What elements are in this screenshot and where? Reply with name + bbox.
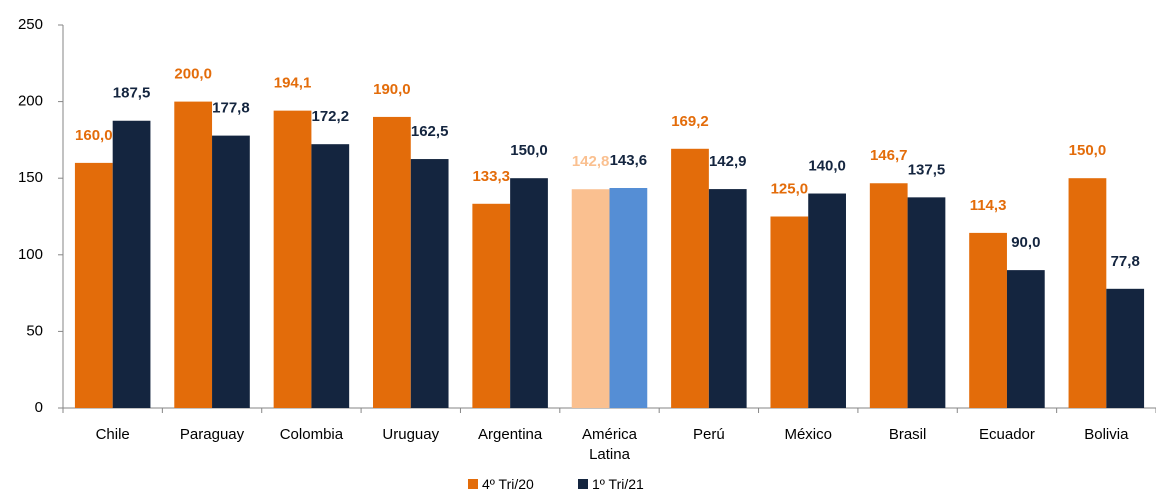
bar <box>708 189 747 408</box>
data-label: 143,6 <box>610 152 648 169</box>
legend-label: 1º Tri/21 <box>592 476 644 492</box>
x-tick-label: Bolivia <box>1084 426 1129 443</box>
bar <box>112 120 151 408</box>
data-label: 150,0 <box>510 142 548 159</box>
data-label: 194,1 <box>274 75 312 92</box>
legend-swatch <box>578 479 588 489</box>
bar <box>1006 270 1045 408</box>
data-label: 150,0 <box>1069 142 1107 159</box>
data-label: 125,0 <box>771 180 809 197</box>
x-tick-label: Colombia <box>279 426 344 443</box>
data-label: 140,0 <box>808 157 846 174</box>
x-tick-label: México <box>784 426 832 443</box>
bar <box>907 197 946 408</box>
data-label: 133,3 <box>472 168 510 185</box>
bar <box>410 159 449 408</box>
data-label: 77,8 <box>1111 253 1140 270</box>
bar <box>74 162 113 408</box>
data-label: 177,8 <box>212 100 250 117</box>
x-tick-label: Chile <box>95 426 130 443</box>
bar <box>671 148 709 409</box>
data-label: 169,2 <box>671 113 709 130</box>
bar <box>273 110 312 409</box>
bar <box>1106 288 1145 408</box>
x-tick-label: Uruguay <box>382 426 440 443</box>
legend-item: 4º Tri/20 <box>468 476 534 492</box>
data-label: 187,5 <box>113 85 151 102</box>
x-tick-label: Paraguay <box>179 426 245 443</box>
y-tick-label: 150 <box>18 169 43 186</box>
data-label: 172,2 <box>312 108 350 125</box>
data-label: 190,0 <box>373 81 411 98</box>
bar <box>510 178 548 408</box>
x-tick-label: Argentina <box>478 426 543 443</box>
bar <box>808 193 846 408</box>
bar <box>770 216 809 408</box>
y-tick-label: 50 <box>26 322 43 339</box>
bar <box>472 203 511 408</box>
y-tick-label: 200 <box>18 93 43 110</box>
bar <box>174 101 213 408</box>
legend-label: 4º Tri/20 <box>482 476 534 492</box>
data-label: 137,5 <box>908 161 946 178</box>
bar <box>609 188 648 408</box>
bar <box>373 116 411 409</box>
x-tick-label: Ecuador <box>979 426 1035 443</box>
bar <box>311 144 350 408</box>
bar <box>212 135 250 408</box>
x-tick-label: Brasil <box>888 426 927 443</box>
y-tick-label: 250 <box>18 16 43 33</box>
bar <box>869 183 908 408</box>
legend-swatch <box>468 479 478 489</box>
x-tick-label: Perú <box>693 426 725 443</box>
data-label: 162,5 <box>411 123 449 140</box>
bar <box>571 189 610 408</box>
data-label: 114,3 <box>970 197 1007 214</box>
data-label: 142,9 <box>709 153 747 170</box>
legend-item: 1º Tri/21 <box>578 476 644 492</box>
y-tick-label: 0 <box>35 399 43 416</box>
data-label: 146,7 <box>870 147 908 164</box>
data-label: 160,0 <box>75 127 113 144</box>
data-label: 142,8 <box>572 153 610 170</box>
data-label: 90,0 <box>1011 234 1040 251</box>
bar <box>1068 178 1107 408</box>
bar <box>969 232 1007 408</box>
y-tick-label: 100 <box>18 246 43 263</box>
data-label: 200,0 <box>174 66 212 83</box>
x-tick-label: América Latina <box>581 426 637 463</box>
